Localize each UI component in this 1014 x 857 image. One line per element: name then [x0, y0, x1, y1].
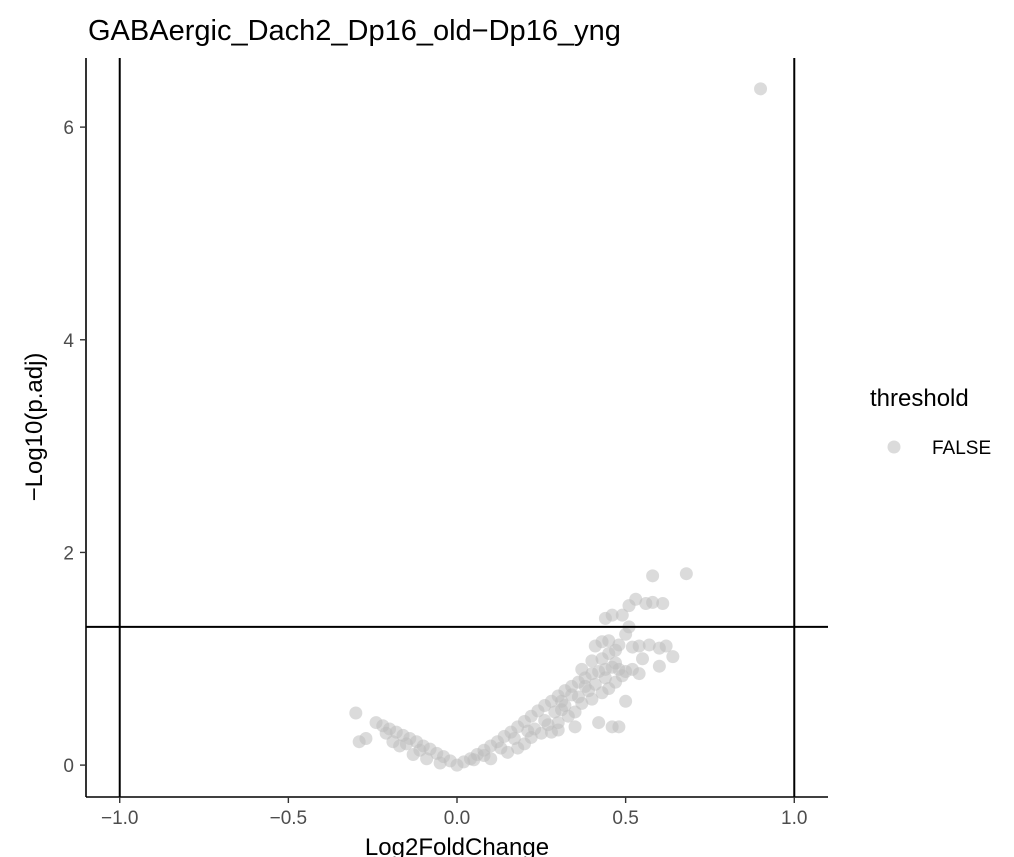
y-tick-label: 0 — [63, 756, 74, 777]
data-point — [399, 737, 413, 751]
data-point — [575, 662, 589, 676]
data-point — [359, 732, 373, 746]
data-point — [636, 652, 649, 666]
data-point — [433, 756, 447, 770]
data-point — [386, 735, 400, 749]
data-points — [349, 82, 768, 772]
y-axis-title: −Log10(p.adj) — [21, 353, 48, 502]
data-point — [565, 688, 579, 702]
data-point — [666, 650, 680, 664]
data-point — [477, 749, 491, 763]
data-point — [585, 654, 599, 668]
data-point — [656, 596, 670, 610]
legend-label-false: FALSE — [932, 438, 991, 459]
data-point — [632, 667, 646, 681]
data-point — [612, 720, 626, 734]
data-point — [551, 716, 565, 730]
data-point — [602, 646, 616, 660]
data-point — [555, 694, 569, 708]
data-point — [349, 706, 363, 720]
data-point — [578, 679, 592, 693]
legend-key-false — [887, 440, 901, 454]
data-point — [622, 599, 636, 613]
data-point — [619, 694, 633, 708]
data-point — [413, 743, 427, 757]
data-point — [538, 713, 552, 727]
y-tick-label: 2 — [63, 543, 74, 564]
data-point — [561, 709, 575, 723]
x-tick-label: −0.5 — [270, 808, 308, 829]
reference-lines — [86, 58, 828, 797]
data-point — [754, 82, 768, 96]
data-point — [652, 641, 666, 655]
data-point — [642, 638, 656, 652]
legend-title: threshold — [870, 385, 969, 412]
x-tick-label: 1.0 — [781, 808, 807, 829]
y-tick-label: 4 — [63, 331, 74, 352]
data-point — [588, 677, 602, 691]
data-point — [679, 567, 693, 581]
data-point — [568, 720, 582, 734]
data-point — [646, 595, 660, 609]
data-point — [615, 608, 629, 622]
data-point — [494, 741, 508, 755]
axis-ticks: −1.0 −0.5 0.0 0.5 1.0 0 2 4 6 — [63, 118, 807, 829]
data-point — [521, 724, 535, 738]
chart-title: GABAergic_Dach2_Dp16_old−Dp16_yng — [88, 15, 621, 47]
y-tick-label: 6 — [63, 118, 74, 139]
data-point — [625, 640, 639, 654]
data-point — [619, 627, 633, 641]
data-point — [609, 656, 623, 670]
x-tick-label: −1.0 — [101, 808, 139, 829]
data-point — [615, 669, 629, 683]
x-axis-title: Log2FoldChange — [365, 834, 549, 857]
data-point — [507, 732, 521, 746]
x-tick-label: 0.5 — [612, 808, 638, 829]
data-point — [467, 753, 481, 767]
data-point — [652, 659, 666, 673]
data-point — [598, 611, 612, 625]
data-point — [592, 716, 606, 730]
data-point — [598, 671, 612, 685]
legend: threshold FALSE — [870, 385, 991, 459]
data-point — [548, 705, 562, 719]
x-tick-label: 0.0 — [444, 808, 470, 829]
data-point — [588, 639, 602, 653]
data-point — [646, 569, 660, 583]
